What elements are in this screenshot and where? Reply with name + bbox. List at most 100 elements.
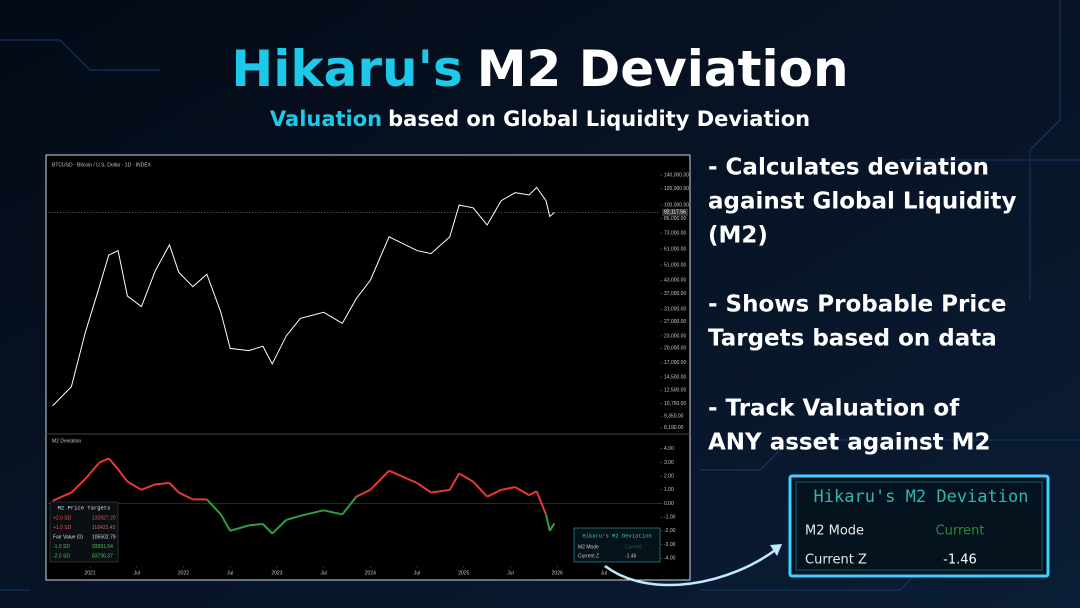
callout-z-label: Current Z — [805, 553, 867, 568]
target-value: 83736.37 — [92, 553, 113, 559]
y-tick-label: 140,000.00 — [664, 172, 689, 178]
target-label: Fair Value (0) — [53, 534, 83, 540]
deviation-segment — [388, 469, 418, 484]
indicator-title: Hikaru's M2 Deviation — [582, 532, 651, 539]
target-label: +1.0 SD — [53, 525, 72, 531]
deviation-segment — [528, 490, 538, 497]
deviation-segment — [70, 478, 87, 494]
bullet-line: - Calculates deviation — [708, 155, 989, 181]
deviation-segment — [178, 491, 194, 501]
table-box — [49, 501, 119, 563]
y-tick-label: 3.00 — [664, 460, 674, 466]
deviation-segment — [98, 457, 110, 464]
y-tick-label: 43,000.00 — [664, 278, 686, 284]
deviation-segment — [168, 482, 180, 494]
callout-mode-value: Current — [936, 524, 985, 539]
deviation-segment — [126, 480, 142, 491]
bullet-line: against Global Liquidity — [708, 189, 1017, 215]
mode-value: Current — [625, 544, 642, 550]
y-tick-label: 73,000.00 — [664, 230, 686, 236]
target-value: 105502.79 — [92, 534, 116, 540]
table-rows: +2.0 SD 132927.20 +1.0 SD 118423.43 Fair Val… — [53, 515, 116, 559]
title-accent: Hikaru's — [231, 40, 462, 98]
z-value: -1.46 — [625, 553, 637, 559]
target-label: -1.0 SD — [53, 544, 70, 550]
deviation-segment — [52, 491, 72, 502]
y-tick-label: 51,000.00 — [664, 262, 686, 268]
callout-mode-label: M2 Mode — [805, 524, 864, 539]
x-tick-label: Jul — [134, 570, 140, 576]
circuit-decor — [0, 0, 1080, 591]
y-tick-label: 9,350.00 — [664, 413, 684, 419]
last-price-label: 92,117.56 — [664, 210, 686, 216]
target-value: 118423.43 — [92, 525, 115, 531]
target-label: +2.0 SD — [53, 515, 72, 521]
price-targets-table: M2 Price Targets +2.0 SD 132927.20 +1.0 SD… — [49, 501, 119, 563]
y-tick-label: 31,000.00 — [664, 307, 686, 313]
z-label: Current Z — [578, 553, 599, 559]
y-tick-label: 14,500.00 — [664, 374, 686, 380]
x-tick-label: 2022 — [178, 570, 189, 576]
deviation-segment — [229, 524, 250, 532]
deviation-segment — [500, 486, 516, 491]
deviation-segment — [369, 470, 390, 491]
subtitle: Valuation based on Global Liquidity Devia… — [270, 107, 810, 131]
deviation-segment — [285, 514, 301, 521]
deviation-segment — [535, 490, 547, 515]
y-tick-label: 12,500.00 — [664, 388, 686, 394]
deviation-segment — [472, 480, 488, 498]
arrow-head — [770, 544, 782, 556]
y-tick-label: 61,000.00 — [664, 246, 686, 252]
deviation-segment — [155, 482, 170, 486]
deviation-segment — [486, 488, 502, 498]
target-value: 132927.20 — [92, 515, 116, 521]
x-tick-label: Jul — [414, 570, 420, 576]
y-tick-label: -1.00 — [664, 514, 676, 520]
target-label: -2.0 SD — [53, 553, 70, 559]
x-tick-label: 2026 — [552, 570, 563, 576]
deviation-segment — [262, 523, 273, 535]
mode-label: M2 Mode — [578, 544, 599, 550]
target-value: 93991.54 — [92, 544, 113, 550]
callout-z-value: -1.46 — [943, 553, 977, 568]
y-tick-label: -3.00 — [664, 542, 676, 548]
deviation-segment — [323, 509, 343, 516]
deviation-segment — [219, 513, 232, 532]
callout-title: Hikaru's M2 Deviation — [814, 487, 1029, 507]
x-tick-label: Jul — [227, 570, 233, 576]
subtitle-rest: based on Global Liquidity Deviation — [388, 107, 810, 131]
title-rest: M2 Deviation — [477, 40, 849, 98]
price-line — [52, 186, 555, 407]
deviation-segment — [248, 523, 263, 527]
bullets: - Calculates deviation against Global Liq… — [708, 155, 1017, 456]
deviation-segment — [117, 468, 129, 483]
deviation-segment — [355, 488, 371, 498]
deviation-segment — [448, 472, 460, 491]
x-tick-label: 2025 — [458, 570, 469, 576]
y-tick-label: 23,000.00 — [664, 333, 686, 339]
y-tick-label: 4.00 — [664, 446, 674, 452]
callout-inner — [795, 481, 1043, 571]
x-tick-label: 2024 — [365, 570, 376, 576]
deviation-segment — [206, 498, 222, 516]
y-tick-label: 1.00 — [664, 487, 674, 493]
subtitle-accent: Valuation — [270, 107, 382, 131]
y-tick-label: 86,000.00 — [664, 216, 686, 222]
table-title: M2 Price Targets — [58, 504, 111, 511]
y-tick-label: 10,750.00 — [664, 401, 686, 407]
deviation-segment — [416, 482, 432, 494]
y-tick-label: 0.00 — [664, 501, 674, 507]
deviation-segment — [341, 496, 358, 516]
bullet-line: (M2) — [708, 223, 768, 249]
y-tick-label: 120,000.00 — [664, 186, 689, 192]
price-chart-title: BTCUSD · Bitcoin / U.S. Dollar · 1D · IN… — [52, 162, 152, 168]
deviation-segment — [84, 461, 101, 480]
y-tick-label: 100,000.00 — [664, 202, 689, 208]
x-tick-label: Jul — [320, 570, 326, 576]
charts: 8,190.00 9,350.00 10,750.00 12,500.00 14,500… — [48, 172, 689, 576]
title: Hikaru's M2 Deviation — [231, 40, 848, 98]
y-tick-label: -2.00 — [664, 528, 676, 534]
indicator-box — [573, 527, 661, 563]
x-tick-label: Jul — [507, 570, 513, 576]
